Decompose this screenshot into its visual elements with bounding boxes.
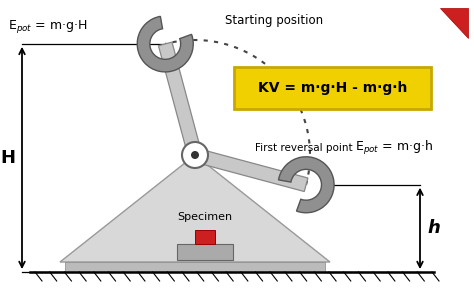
Polygon shape [158,42,202,157]
Polygon shape [195,230,215,244]
Text: E$_{pot}$ = m·g·h: E$_{pot}$ = m·g·h [355,139,433,157]
Circle shape [191,151,199,159]
Polygon shape [440,8,468,38]
Wedge shape [279,157,334,213]
Text: First reversal point: First reversal point [255,143,353,153]
FancyBboxPatch shape [234,67,431,109]
Text: h: h [428,219,440,237]
Polygon shape [65,262,325,272]
Wedge shape [137,16,193,72]
Circle shape [182,142,208,168]
Polygon shape [60,155,330,262]
Text: Starting position: Starting position [225,14,323,27]
Polygon shape [177,244,233,260]
Text: E$_{pot}$ = m·g·H: E$_{pot}$ = m·g·H [8,18,87,35]
Polygon shape [193,148,308,191]
Text: KV = m·g·H - m·g·h: KV = m·g·H - m·g·h [258,81,407,95]
Text: Specimen: Specimen [177,212,233,222]
Text: H: H [0,149,16,167]
